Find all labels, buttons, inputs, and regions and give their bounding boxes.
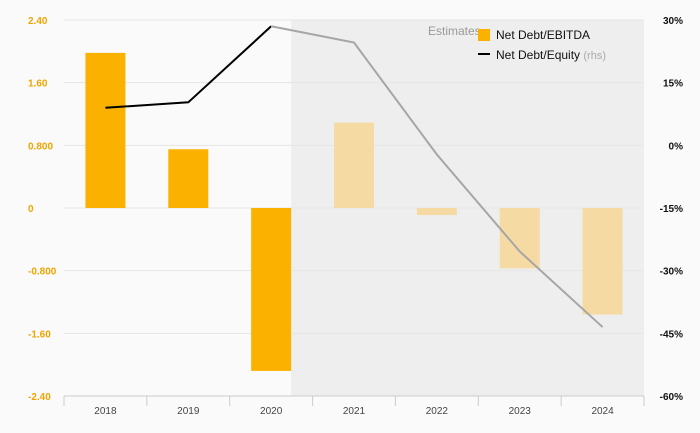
bar [417,208,457,215]
right-tick-label: 0% [669,141,684,152]
bar [85,53,125,208]
x-tick-label: 2021 [343,406,366,417]
left-tick-label: 0 [28,204,34,215]
left-tick-label: -2.40 [28,392,51,403]
right-tick-label: -45% [660,329,683,340]
left-tick-label: -1.60 [28,329,51,340]
bar [500,208,540,268]
legend-label-net-debt-equity: Net Debt/Equity (rhs) [496,48,606,62]
left-tick-label: 1.60 [28,79,48,90]
right-tick-label: -15% [660,204,683,215]
bar [251,208,291,371]
x-tick-label: 2023 [509,406,532,417]
legend-swatch-net-debt-ebitda [478,29,490,41]
right-tick-label: -30% [660,267,683,278]
right-tick-label: 30% [663,16,683,27]
bar [334,123,374,208]
x-tick-label: 2024 [591,406,614,417]
x-tick-label: 2018 [94,406,117,417]
x-tick-label: 2020 [260,406,283,417]
left-tick-label: -0.800 [28,267,57,278]
x-tick-label: 2022 [426,406,449,417]
left-tick-label: 2.40 [28,16,48,27]
estimates-label: Estimates [428,24,481,38]
right-tick-label: -60% [660,392,683,403]
right-tick-label: 15% [663,79,683,90]
bar [168,149,208,208]
left-tick-label: 0.800 [28,141,53,152]
legend-label-net-debt-ebitda: Net Debt/EBITDA [496,28,590,42]
bar [583,208,623,315]
x-tick-label: 2019 [177,406,200,417]
